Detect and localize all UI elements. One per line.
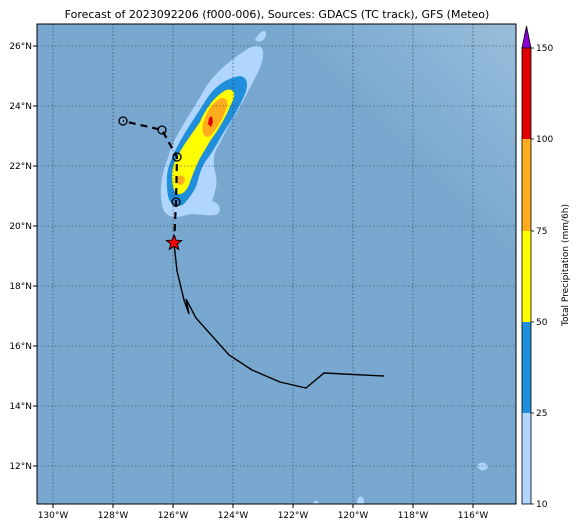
graticule: [37, 24, 516, 504]
forecast-point-marker: [157, 125, 167, 135]
lon-tick-label: 130°W: [38, 511, 69, 521]
lat-tick-label: 16°N: [9, 342, 32, 352]
colorbar-tick-label: 100: [536, 135, 553, 145]
colorbar-tick-label: 75: [536, 227, 547, 237]
lon-tick-label: 120°W: [338, 511, 369, 521]
forecast-point-marker: [118, 116, 128, 126]
lat-tick-label: 26°N: [9, 42, 32, 52]
forecast-track-line: [122, 119, 179, 244]
colorbar-segment: [522, 413, 531, 504]
colorbar-tick-label: 50: [536, 318, 548, 328]
lat-tick-label: 12°N: [9, 462, 32, 472]
lon-tick-label: 116°W: [458, 511, 489, 521]
lat-tick-label: 22°N: [9, 162, 32, 172]
forecast-point-marker: [172, 152, 182, 162]
map-panel: [37, 24, 516, 504]
colorbar-label: Total Precipitation (mm/6h): [561, 204, 571, 327]
colorbar-tick-label: 10: [536, 500, 548, 510]
lon-tick-label: 124°W: [218, 511, 249, 521]
map-title: Forecast of 2023092206 (f000-006), Sourc…: [65, 8, 490, 21]
colorbar-tick-label: 25: [536, 409, 547, 419]
y-axis: 26°N 24°N 22°N 20°N 18°N 16°N 14°N 12°N: [9, 42, 37, 472]
forecast-point-marker: [171, 197, 181, 207]
precip-contour-100: [208, 116, 213, 127]
lon-tick-label: 128°W: [98, 511, 129, 521]
map-frame: [36, 23, 517, 505]
colorbar-tick-label: 150: [536, 44, 553, 54]
current-position-star-icon: [165, 233, 183, 251]
colorbar-extend-arrow: [521, 25, 532, 49]
colorbar-segment: [522, 322, 531, 413]
lat-tick-label: 14°N: [9, 402, 32, 412]
lon-tick-label: 126°W: [158, 511, 189, 521]
lat-tick-label: 24°N: [9, 102, 32, 112]
lon-tick-label: 118°W: [398, 511, 429, 521]
colorbar: 10 25 50 75 100 150 Total Precipitation …: [521, 25, 571, 510]
precip-contour-10-island: [255, 30, 266, 42]
colorbar-segment: [522, 231, 531, 322]
lat-tick-label: 20°N: [9, 222, 32, 232]
lat-tick-label: 18°N: [9, 282, 32, 292]
x-axis: 130°W 128°W 126°W 124°W 122°W 120°W 118°…: [38, 504, 489, 521]
colorbar-segment: [522, 48, 531, 139]
precip-contour-75: [202, 97, 228, 137]
observed-track-line: [173, 242, 385, 389]
colorbar-segment: [522, 139, 531, 231]
lon-tick-label: 122°W: [278, 511, 309, 521]
